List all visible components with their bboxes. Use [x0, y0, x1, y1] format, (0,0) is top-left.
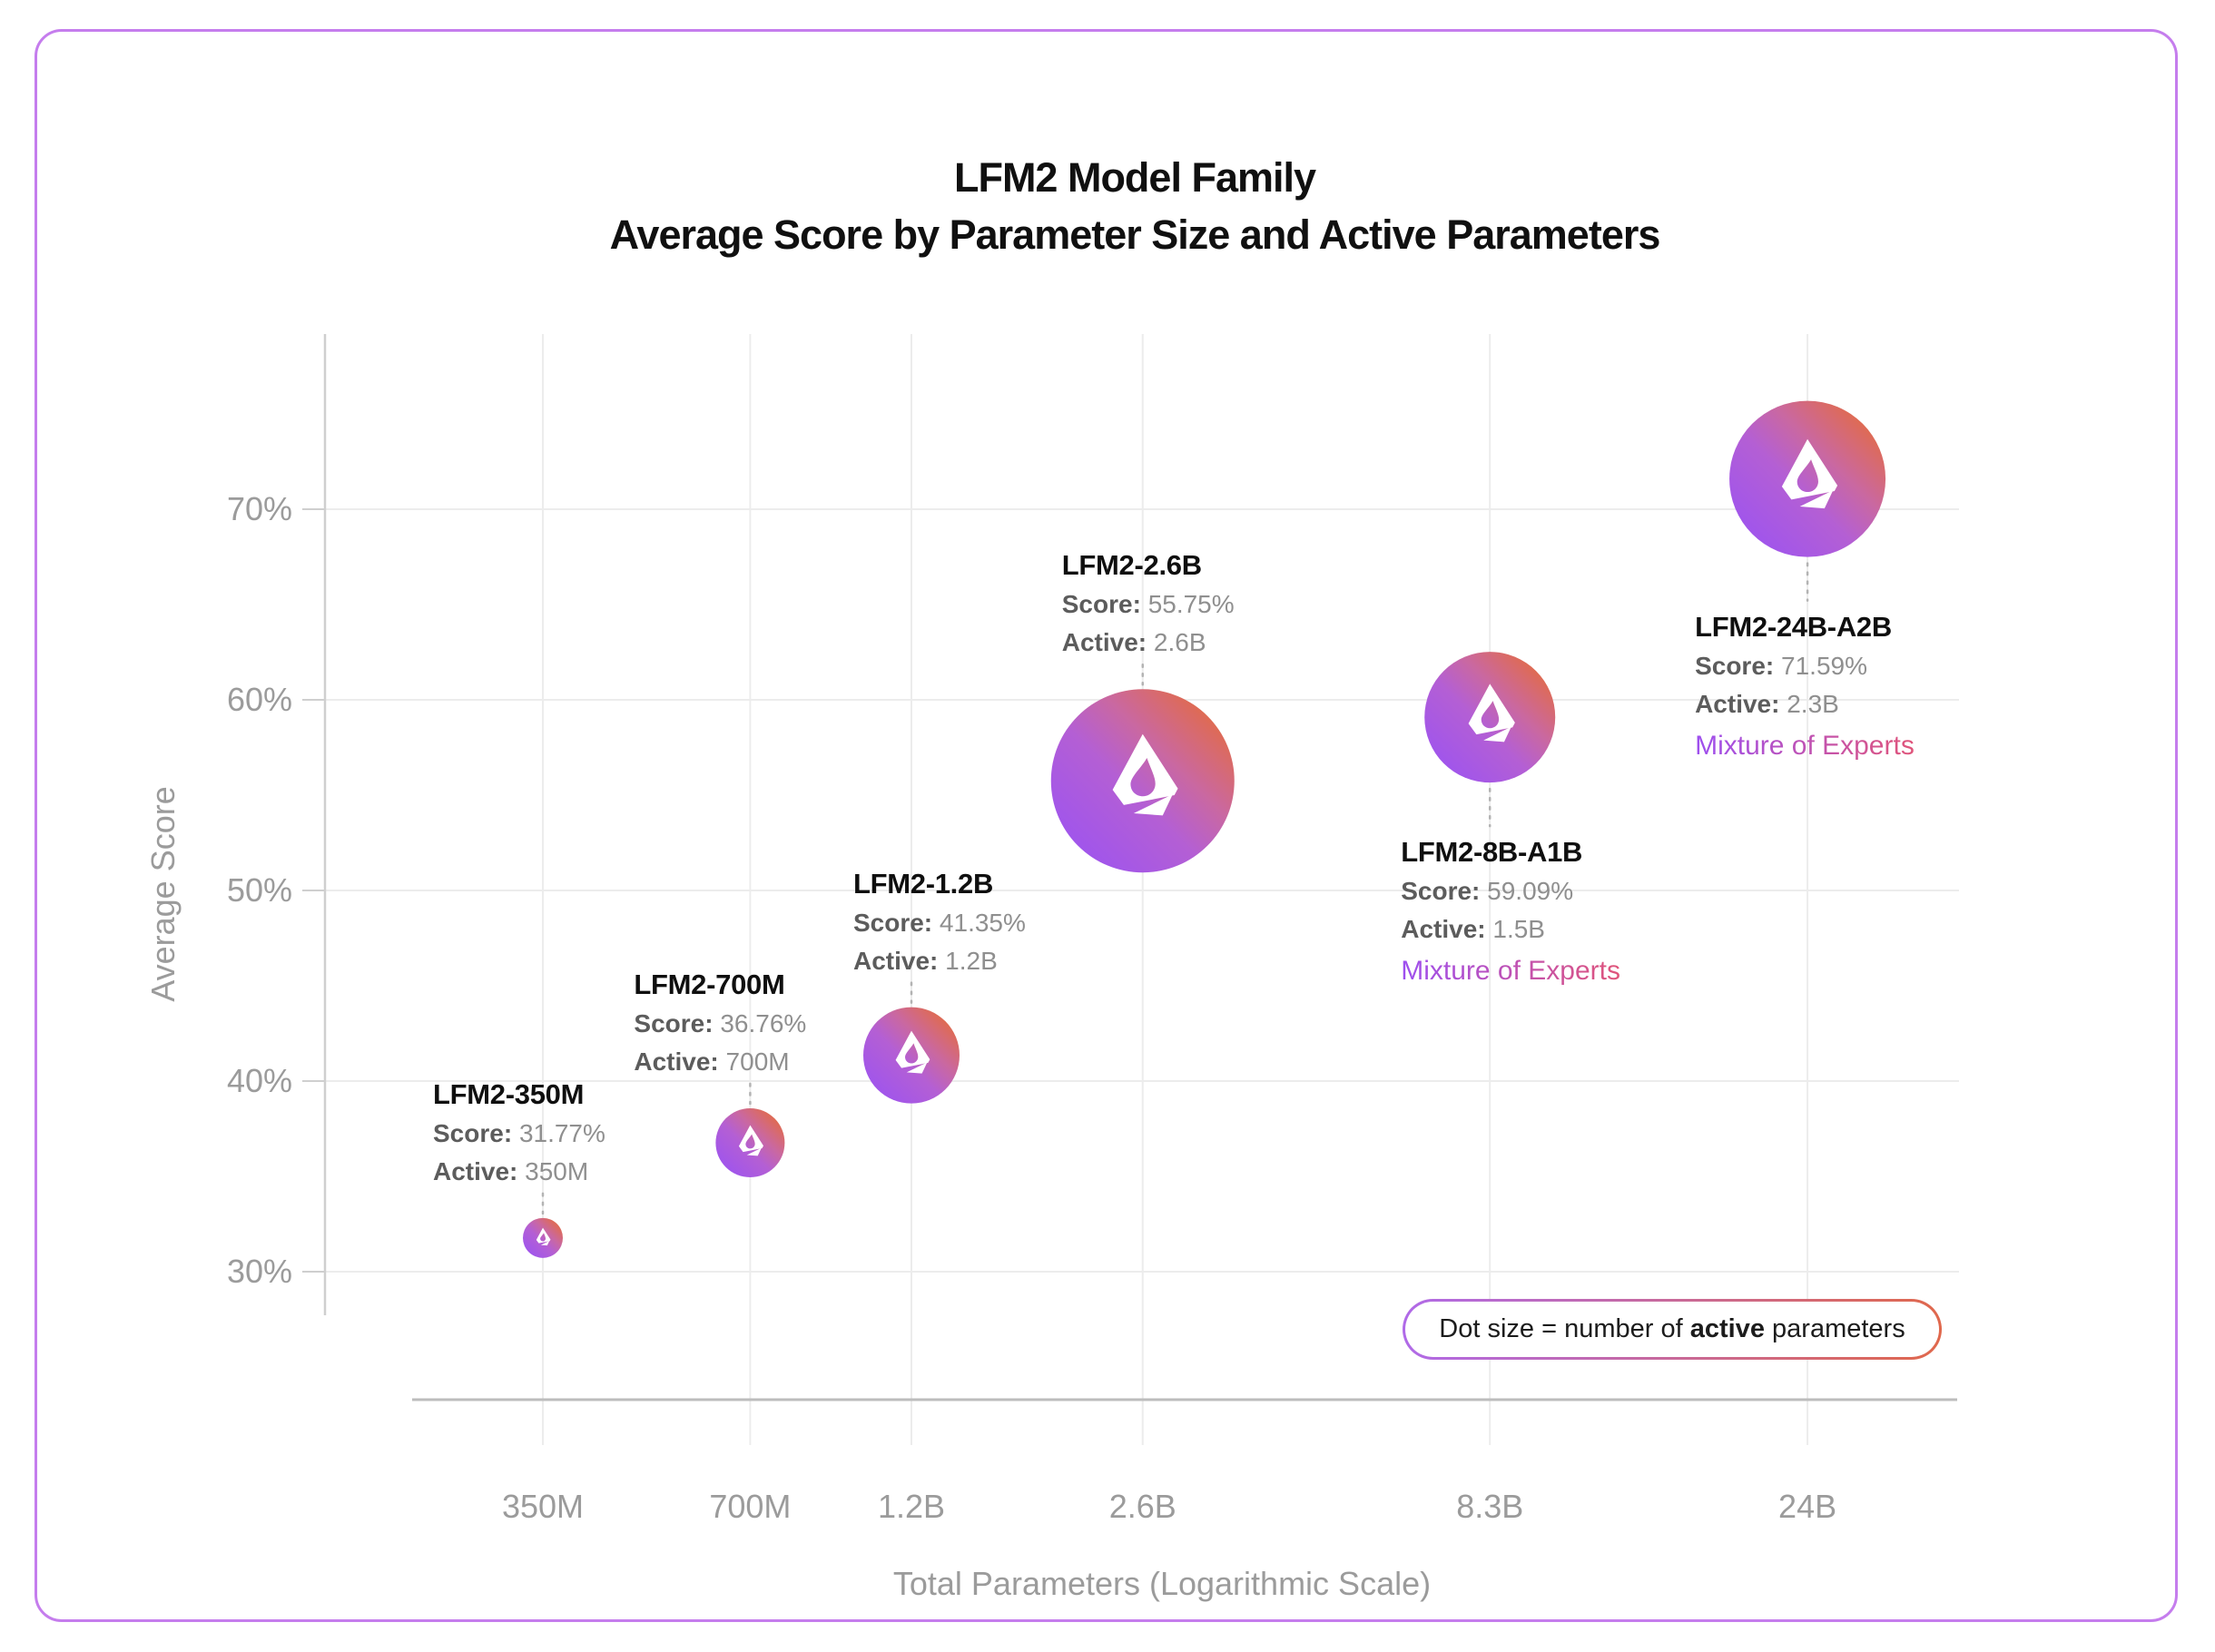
point-label-LFM2-700M: LFM2-700M Score: 36.76% Active: 700M	[634, 965, 806, 1081]
point-active: Active: 2.6B	[1061, 628, 1206, 657]
point-active: Active: 2.3B	[1695, 689, 1839, 718]
title-block: LFM2 Model Family Average Score by Param…	[227, 149, 2043, 263]
point-score: Score: 36.76%	[634, 1009, 807, 1038]
y-tick-label-60%: 60%	[226, 681, 292, 718]
bubble-circle[interactable]	[715, 1108, 785, 1178]
point-active: Active: 1.5B	[1401, 915, 1545, 944]
point-name: LFM2-8B-A1B	[1401, 836, 1583, 869]
bubble-LFM2-1.2B[interactable]	[862, 1007, 960, 1104]
legend-text-bold: active	[1689, 1314, 1765, 1343]
point-label-LFM2-350M: LFM2-350M Score: 31.77% Active: 350M	[433, 1075, 605, 1191]
point-active: Active: 350M	[433, 1156, 589, 1185]
bubble-LFM2-8B-A1B[interactable]	[1424, 652, 1556, 783]
y-tick-label-30%: 30%	[226, 1253, 292, 1290]
liquid-ai-logo-icon	[1781, 438, 1838, 509]
chart-subtitle: Average Score by Parameter Size and Acti…	[609, 211, 1661, 258]
bubble-LFM2-24B-A2B[interactable]	[1729, 400, 1886, 557]
frame-border	[34, 29, 2178, 1622]
bubble-LFM2-700M[interactable]	[715, 1108, 785, 1178]
bubble-LFM2-350M[interactable]	[523, 1217, 563, 1258]
bubble-circle[interactable]	[1050, 689, 1235, 873]
point-label-LFM2-24B-A2B: LFM2-24B-A2B Score: 71.59% Active: 2.3B Mix…	[1695, 607, 1915, 767]
x-tick-label-24B: 24B	[1778, 1488, 1837, 1525]
point-score: Score: 41.35%	[852, 908, 1026, 937]
point-score: Score: 59.09%	[1401, 877, 1574, 906]
legend-text: Dot size = number of active parameters	[1405, 1302, 1939, 1357]
x-tick-label-700M: 700M	[709, 1488, 792, 1525]
x-tick-label-1.2B: 1.2B	[877, 1488, 946, 1525]
legend-text-suffix: parameters	[1764, 1314, 1905, 1343]
y-tick-label-70%: 70%	[226, 490, 292, 527]
bubble-circle[interactable]	[1424, 652, 1556, 783]
point-name: LFM2-700M	[634, 969, 785, 1001]
x-axis-title: Total Parameters (Logarithmic Scale)	[892, 1565, 1432, 1602]
legend-text-prefix: Dot size = number of	[1439, 1314, 1690, 1343]
liquid-ai-logo-icon	[536, 1227, 551, 1246]
bubble-circle[interactable]	[1729, 400, 1886, 557]
point-label-LFM2-2.6B: LFM2-2.6B Score: 55.75% Active: 2.6B	[1062, 546, 1235, 662]
moe-badge: Mixture of Experts	[1401, 950, 1620, 992]
x-tick-label-8.3B: 8.3B	[1456, 1488, 1524, 1525]
point-score: Score: 31.77%	[433, 1118, 605, 1147]
point-active: Active: 700M	[634, 1047, 790, 1077]
bubble-circle[interactable]	[862, 1007, 960, 1104]
moe-badge: Mixture of Experts	[1695, 725, 1915, 767]
point-name: LFM2-24B-A2B	[1695, 610, 1892, 643]
liquid-ai-logo-icon	[1112, 733, 1178, 816]
chart-title: LFM2 Model Family	[953, 154, 1316, 201]
y-tick-label-50%: 50%	[226, 871, 292, 909]
x-tick-label-350M: 350M	[501, 1488, 585, 1525]
legend-pill: Dot size = number of active parameters	[1403, 1299, 1942, 1360]
point-score: Score: 55.75%	[1061, 590, 1235, 619]
x-tick-label-2.6B: 2.6B	[1108, 1488, 1176, 1525]
point-score: Score: 71.59%	[1695, 651, 1867, 680]
point-name: LFM2-1.2B	[852, 867, 994, 900]
bubble-circle[interactable]	[523, 1217, 563, 1258]
liquid-ai-logo-icon	[1468, 683, 1515, 742]
y-axis-title: Average Score	[144, 786, 182, 1002]
point-name: LFM2-2.6B	[1061, 549, 1202, 582]
liquid-ai-logo-icon	[895, 1030, 930, 1074]
point-name: LFM2-350M	[433, 1077, 585, 1110]
bubble-LFM2-2.6B[interactable]	[1050, 689, 1235, 873]
y-tick-label-40%: 40%	[226, 1062, 292, 1099]
point-label-LFM2-1.2B: LFM2-1.2B Score: 41.35% Active: 1.2B	[853, 864, 1026, 980]
liquid-ai-logo-icon	[738, 1125, 763, 1156]
point-label-LFM2-8B-A1B: LFM2-8B-A1B Score: 59.09% Active: 1.5B Mixt…	[1401, 832, 1620, 992]
point-active: Active: 1.2B	[852, 946, 998, 975]
